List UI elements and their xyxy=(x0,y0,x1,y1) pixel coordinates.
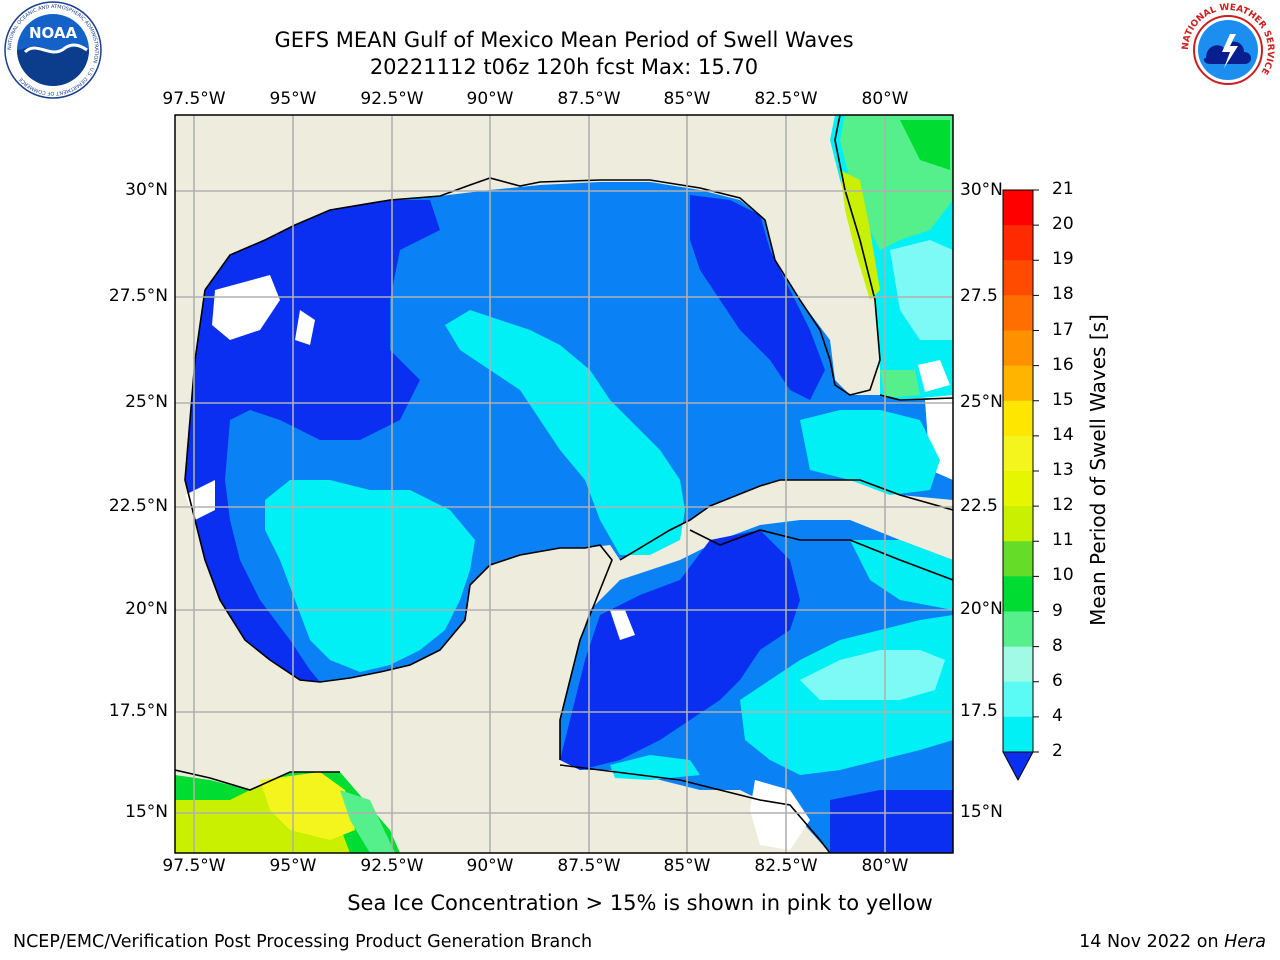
gulf-ocean-cyan-southwest xyxy=(265,480,475,672)
footer-date: 14 Nov 2022 on Hera xyxy=(1079,932,1266,952)
lon-label-top: 85°W xyxy=(663,89,711,109)
atlantic-ocean-bright-green xyxy=(900,120,950,170)
lat-label-right: 22.5 xyxy=(960,496,998,516)
lat-label-left: 30°N xyxy=(125,180,168,200)
colorbar xyxy=(1002,189,1039,782)
colorbar-title: Mean Period of Swell Waves [s] xyxy=(1086,314,1110,626)
colorbar-tick-label: 21 xyxy=(1052,179,1074,199)
colorbar-segment xyxy=(1003,225,1033,261)
lat-label-right: 15°N xyxy=(960,802,1003,822)
lat-label-left: 15°N xyxy=(125,802,168,822)
lon-label-top: 97.5°W xyxy=(162,89,226,109)
map-title: GEFS MEAN Gulf of Mexico Mean Period of … xyxy=(274,28,854,52)
lon-label-bottom: 97.5°W xyxy=(162,856,226,876)
colorbar-tick-label: 9 xyxy=(1052,600,1063,621)
lat-label-right: 30°N xyxy=(960,180,1003,200)
lon-label-top: 90°W xyxy=(466,89,514,109)
colorbar-tick-label: 10 xyxy=(1052,565,1074,586)
colorbar-tick-label: 13 xyxy=(1052,460,1074,480)
colorbar-tick-label: 12 xyxy=(1052,495,1074,516)
coastlines xyxy=(175,115,953,853)
colorbar-segment xyxy=(1003,330,1033,367)
colorbar-segment xyxy=(1003,716,1033,753)
colorbar-tick-label: 20 xyxy=(1052,214,1074,235)
atlantic-ocean-light-cyan xyxy=(890,240,953,340)
missing-data-patch-3 xyxy=(918,360,950,392)
lat-label-right: 25°N xyxy=(960,392,1003,412)
pacific-ocean-yellow xyxy=(260,772,355,840)
colorbar-tick-label: 6 xyxy=(1052,670,1063,691)
colorbar-segment xyxy=(1003,435,1033,472)
lon-label-top: 80°W xyxy=(861,89,909,109)
colorbar-segment xyxy=(1003,541,1033,577)
gulf-ocean-cyan-center xyxy=(445,310,685,555)
colorbar-segment xyxy=(1003,506,1033,542)
colorbar-segment xyxy=(1003,611,1033,648)
lat-label-left: 25°N xyxy=(125,392,168,412)
lon-label-top: 95°W xyxy=(269,89,317,109)
colorbar-tick-label: 14 xyxy=(1052,424,1074,445)
colorbar-tick-label: 19 xyxy=(1052,249,1074,270)
colorbar-segment xyxy=(1003,681,1033,718)
colorbar-segment xyxy=(1003,471,1033,507)
colorbar-segment xyxy=(1003,400,1033,437)
colorbar-segment xyxy=(1003,365,1033,402)
nws-logo-icon: NATIONAL WEATHER SERVICE xyxy=(1181,3,1275,97)
footer-credit: NCEP/EMC/Verification Post Processing Pr… xyxy=(13,932,593,952)
lat-label-left: 22.5°N xyxy=(108,496,168,516)
colorbar-segment xyxy=(1003,646,1033,683)
noaa-logo-icon: NOAA NATIONAL OCEANIC AND ATMOSPHERIC AD… xyxy=(4,1,102,99)
lat-label-left: 20°N xyxy=(125,599,168,619)
lon-label-top: 87.5°W xyxy=(557,89,621,109)
colorbar-tick-label: 16 xyxy=(1052,354,1074,375)
noaa-logo-text: NOAA xyxy=(29,24,78,42)
colorbar-segment xyxy=(1003,190,1033,226)
lon-label-bottom: 95°W xyxy=(269,856,317,876)
colorbar-tick-label: 2 xyxy=(1052,741,1063,761)
colorbar-segment xyxy=(1003,295,1033,331)
straits-ocean-cyan xyxy=(800,410,940,495)
colorbar-tick-label: 8 xyxy=(1052,635,1063,656)
lon-label-top: 82.5°W xyxy=(754,89,818,109)
lon-label-bottom: 85°W xyxy=(663,856,711,876)
sea-ice-note: Sea Ice Concentration > 15% is shown in … xyxy=(347,891,933,915)
gridlines xyxy=(175,115,953,853)
caribbean-ocean-lightcyan xyxy=(800,650,945,700)
missing-data-patch xyxy=(212,275,280,340)
map-subtitle: 20221112 t06z 120h fcst Max: 15.70 xyxy=(369,55,759,79)
footer-host: Hera xyxy=(1224,932,1266,952)
colorbar-tick-label: 15 xyxy=(1052,389,1074,410)
colorbar-segment xyxy=(1003,260,1033,296)
atlantic-ocean-yellowgreen xyxy=(840,170,880,300)
lon-label-bottom: 80°W xyxy=(861,856,909,876)
lon-label-bottom: 82.5°W xyxy=(754,856,818,876)
colorbar-extend-triangle xyxy=(1002,751,1034,782)
lon-label-bottom: 90°W xyxy=(466,856,514,876)
caribbean-ocean-dark xyxy=(560,530,800,770)
lon-label-bottom: 92.5°W xyxy=(360,856,424,876)
missing-data-patch-2 xyxy=(750,780,810,850)
map-frame xyxy=(174,114,954,854)
colorbar-tick-label: 18 xyxy=(1052,284,1074,305)
colorbar-tick-label: 11 xyxy=(1052,530,1074,551)
lon-label-bottom: 87.5°W xyxy=(557,856,621,876)
lat-label-right: 27.5 xyxy=(960,286,998,306)
lat-label-right: 17.5 xyxy=(960,701,998,721)
lon-label-top: 92.5°W xyxy=(360,89,424,109)
colorbar-segment xyxy=(1003,576,1033,612)
colorbar-tick-label: 17 xyxy=(1052,319,1074,340)
lat-label-left: 27.5°N xyxy=(108,286,168,306)
lat-label-right: 20°N xyxy=(960,599,1003,619)
colorbar-tick-label: 4 xyxy=(1052,705,1063,726)
lat-label-left: 17.5°N xyxy=(108,701,168,721)
